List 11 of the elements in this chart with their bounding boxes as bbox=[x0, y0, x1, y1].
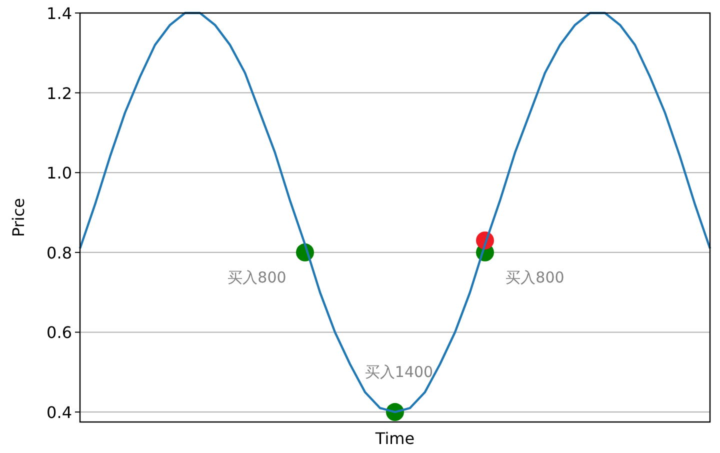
annotation: 买入1400 bbox=[364, 363, 434, 382]
y-tick-label: 0.4 bbox=[46, 403, 72, 422]
y-tick-label: 1.2 bbox=[46, 84, 72, 103]
annotation: 买入800 bbox=[228, 268, 286, 286]
y-tick-label: 0.6 bbox=[46, 323, 72, 342]
y-tick-label: 0.8 bbox=[46, 243, 72, 262]
y-tick-label: 1.4 bbox=[46, 4, 72, 23]
y-tick-label: 1.0 bbox=[46, 164, 72, 183]
y-axis-title: Price bbox=[9, 198, 28, 238]
x-axis-title: Time bbox=[374, 429, 415, 448]
annotation: 买入800 bbox=[506, 268, 564, 286]
